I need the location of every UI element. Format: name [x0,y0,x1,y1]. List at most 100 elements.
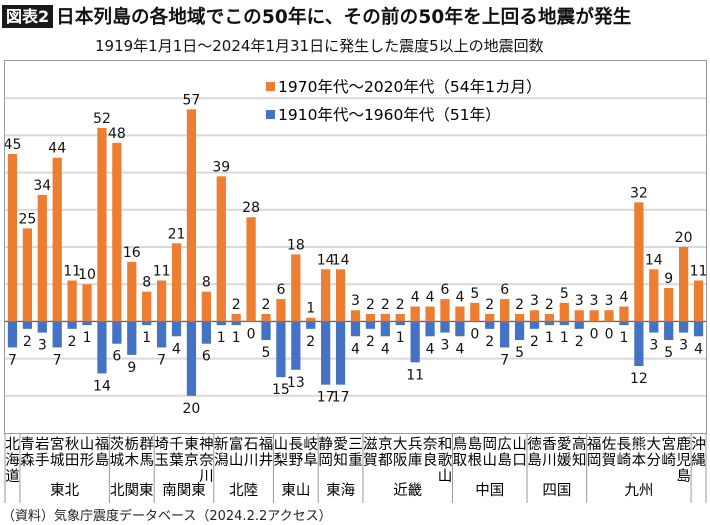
data-label-earlier: 7 [8,352,17,368]
bar-recent [380,313,390,322]
bar-earlier [112,321,122,344]
category-label: 茨城 [110,436,125,469]
bar-recent [395,313,405,322]
bar-recent [22,228,32,322]
gridlines [5,97,706,397]
data-label-earlier: 0 [470,326,479,342]
data-label-earlier: 6 [112,349,121,365]
data-label-earlier: 14 [93,378,111,394]
bar-earlier [97,321,107,374]
category-label: 岡山 [482,437,497,469]
bar-recent [171,243,182,322]
data-label-earlier: 15 [272,382,290,398]
bar-earlier [171,321,182,337]
category-label: 高知 [572,436,587,469]
category-label: 山梨 [274,436,289,469]
category-label: 佐賀 [602,436,617,469]
data-label-earlier: 11 [406,367,424,383]
bars [7,109,704,396]
data-label-recent: 25 [18,211,36,227]
bar-recent [485,313,495,322]
bar-earlier [186,321,197,396]
data-labels: 4572523434471121015214486169811172145720… [4,92,708,416]
data-label-earlier: 1 [232,330,241,346]
data-label-earlier: 13 [287,375,305,391]
category-label: 栃木 [125,436,140,469]
bar-earlier [82,321,92,326]
bar-earlier [127,321,137,355]
category-label: 石川 [244,437,259,469]
region-label: 北陸 [229,482,258,499]
category-axis: 東北 北関東 南関東 北陸 東山 東海 近畿 中国 四国 九州 北海道青森岩手宮城秋田山形福島茨城栃… [4,433,707,503]
data-label-earlier: 4 [351,341,360,357]
data-label-recent: 5 [470,286,479,302]
category-label: 大分 [647,436,662,469]
legend-swatch-recent [266,82,275,91]
bar-earlier [574,321,584,329]
bar-recent [142,291,152,322]
category-label: 山口 [512,436,527,469]
data-label-recent: 6 [441,282,450,298]
data-label-earlier: 0 [590,326,599,342]
bar-earlier [485,321,495,329]
data-label-earlier: 2 [366,334,375,350]
data-label-earlier: 9 [127,360,136,376]
data-label-recent: 10 [78,267,96,283]
category-label: 福島 [95,436,110,469]
data-label-earlier: 5 [262,345,271,361]
bar-recent [604,310,614,322]
data-label-recent: 45 [4,137,22,153]
source-note: （資料）気象庁震度データベース（2024.2.2アクセス） [2,509,332,524]
region-label: 中国 [475,482,504,499]
bar-recent [350,310,361,322]
bar-recent [559,302,569,322]
bar-earlier [425,321,435,337]
bar-earlier [67,321,77,329]
category-label: 山形 [80,436,95,469]
bar-recent [500,299,510,322]
category-label: 鹿児島 [676,436,691,485]
category-label: 鳥取 [453,436,468,469]
region-label: 東山 [281,482,310,499]
category-label: 神奈川 [199,436,214,485]
bar-earlier [679,321,689,333]
data-label-earlier: 3 [679,338,688,354]
bar-recent [455,306,465,322]
data-label-recent: 4 [426,290,435,306]
data-label-earlier: 5 [515,345,524,361]
data-label-recent: 48 [108,126,126,142]
data-label-recent: 4 [620,290,629,306]
bar-recent [276,299,286,322]
bar-recent [127,261,137,322]
bar-earlier [142,321,152,326]
data-label-earlier: 2 [306,334,315,350]
bar-earlier [544,321,555,326]
data-label-earlier: 4 [694,341,703,357]
data-label-recent: 2 [515,297,524,313]
category-label: 静岡 [318,436,333,469]
data-label-earlier: 12 [630,371,648,387]
data-label-recent: 28 [242,200,260,216]
data-label-recent: 52 [93,111,111,127]
data-label-earlier: 2 [23,334,32,350]
data-label-earlier: 2 [68,334,77,350]
category-label: 広島 [497,436,512,469]
category-label: 千葉 [169,436,184,469]
bar-recent [425,306,435,322]
bar-recent [306,317,316,322]
bar-recent [216,176,226,322]
region-label: 四国 [542,483,571,499]
data-label-recent: 2 [485,297,494,313]
bar-recent [365,313,376,322]
region-label: 南関東 [162,482,206,499]
data-label-earlier: 7 [157,352,166,368]
plot-frame [4,60,707,434]
bar-earlier [693,321,704,337]
data-label-earlier: 7 [53,352,62,368]
bar-earlier [306,321,316,329]
data-label-recent: 1 [306,301,315,317]
category-label: 群馬 [139,436,154,469]
bar-earlier [619,321,629,326]
bar-recent [410,306,420,322]
bar-earlier [335,321,346,385]
